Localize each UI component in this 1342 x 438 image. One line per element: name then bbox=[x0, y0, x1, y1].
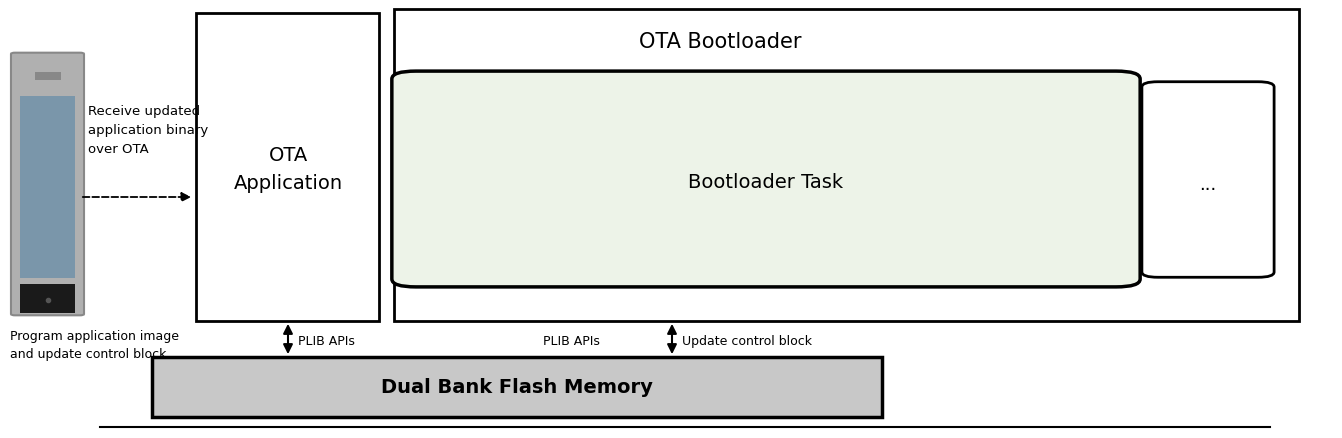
Text: PLIB APIs: PLIB APIs bbox=[298, 335, 354, 348]
Text: Update control block: Update control block bbox=[682, 335, 812, 348]
FancyBboxPatch shape bbox=[1142, 82, 1274, 278]
Bar bbox=[395, 10, 1299, 321]
Bar bbox=[20, 284, 75, 313]
Text: Bootloader Task: Bootloader Task bbox=[688, 172, 844, 191]
Text: Program application image
and update control block: Program application image and update con… bbox=[9, 329, 178, 360]
FancyBboxPatch shape bbox=[11, 53, 85, 316]
Bar bbox=[35, 73, 60, 81]
Bar bbox=[20, 96, 75, 278]
Text: Dual Bank Flash Memory: Dual Bank Flash Memory bbox=[381, 378, 654, 396]
Bar bbox=[196, 14, 378, 321]
Text: OTA
Application: OTA Application bbox=[234, 146, 342, 193]
Text: Receive updated
application binary
over OTA: Receive updated application binary over … bbox=[89, 105, 208, 155]
Bar bbox=[152, 357, 882, 417]
FancyBboxPatch shape bbox=[392, 72, 1141, 287]
Text: PLIB APIs: PLIB APIs bbox=[544, 335, 600, 348]
Text: ...: ... bbox=[1200, 176, 1217, 194]
Text: OTA Bootloader: OTA Bootloader bbox=[639, 32, 801, 52]
